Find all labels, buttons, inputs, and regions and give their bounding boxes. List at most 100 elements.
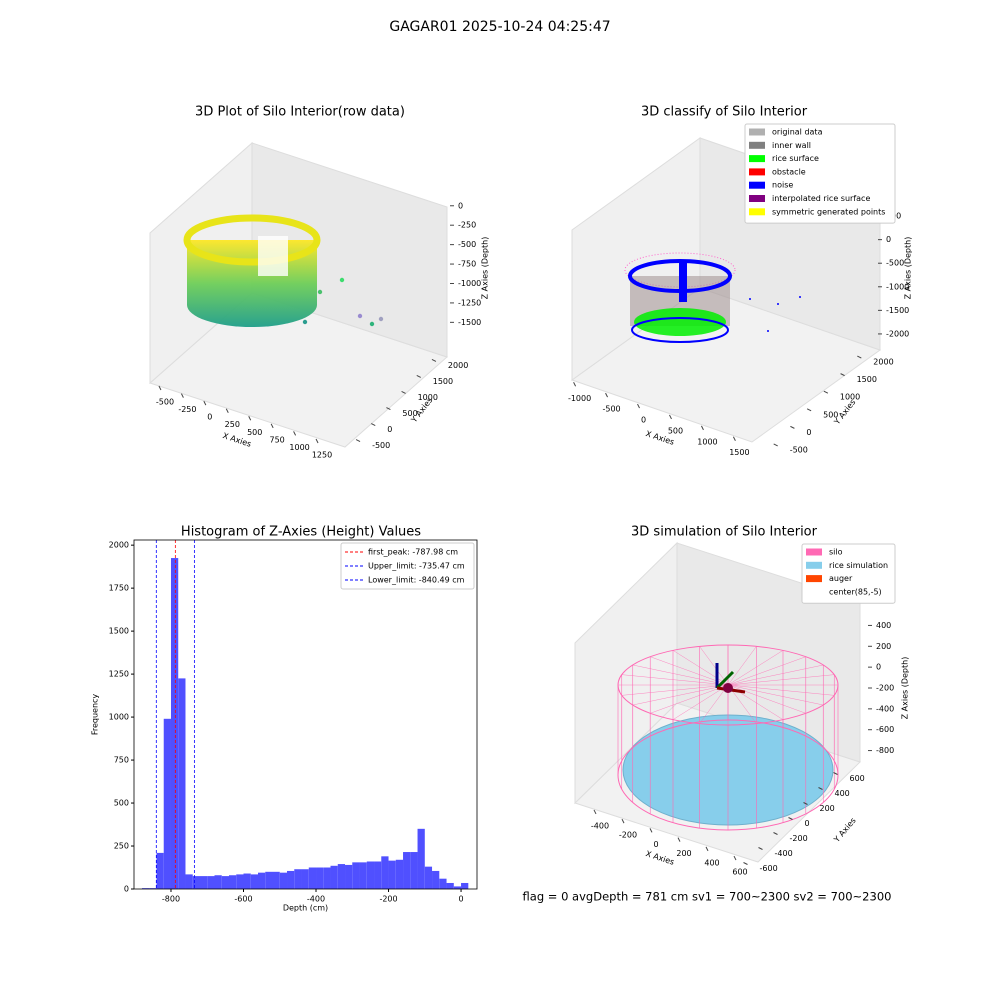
y-tick-label: 2000 <box>109 541 129 550</box>
x-tick-label: 0 <box>653 840 658 849</box>
y-tick-label: 500 <box>823 410 838 419</box>
histogram-bar <box>192 876 200 889</box>
x-tick-label: -200 <box>619 831 637 840</box>
y-tick-label: -500 <box>372 441 390 450</box>
z-axis-label: Z Axies (Depth) <box>481 237 490 300</box>
y-tick-label: 0 <box>806 428 811 437</box>
z-tick-label: 200 <box>876 642 891 651</box>
histogram-bar <box>185 874 193 889</box>
histogram-bar <box>352 862 360 889</box>
silo-spoke <box>621 684 729 696</box>
silo-spoke <box>727 684 835 696</box>
stray-point <box>339 277 345 283</box>
x-tick <box>669 414 672 420</box>
figure-title: GAGAR01 2025-10-24 04:25:47 <box>389 19 610 35</box>
x-tick-label: -400 <box>591 821 609 830</box>
x-tick-label: 600 <box>732 868 747 877</box>
y-tick <box>371 423 376 426</box>
histogram-bar <box>279 872 288 889</box>
z-tick-label: 0 <box>886 235 891 244</box>
y-tick-label: 2000 <box>873 358 893 367</box>
x-tick-label: 500 <box>668 426 683 435</box>
x-tick <box>637 403 640 409</box>
x-tick-label: -500 <box>156 398 174 407</box>
histogram-bar <box>221 876 229 889</box>
y-axis-label: Frequency <box>91 694 100 736</box>
z-tick-label: -500 <box>886 259 904 268</box>
histogram-bar <box>461 882 469 889</box>
histogram-bar <box>156 852 164 889</box>
x-tick-label: -400 <box>307 895 325 904</box>
histogram-bar <box>395 859 404 889</box>
histogram-bar <box>141 888 150 889</box>
z-tick-label: -1000 <box>886 282 909 291</box>
legend-label: center(85,-5) <box>829 587 882 596</box>
y-tick <box>803 802 808 805</box>
legend-swatch <box>749 168 765 176</box>
z-tick-label: -600 <box>876 725 894 734</box>
y-tick <box>386 407 391 410</box>
x-tick-label: -500 <box>602 405 620 414</box>
rice-surface <box>634 308 726 336</box>
y-tick-label: 2000 <box>448 361 468 370</box>
z-tick-label: -500 <box>458 240 476 249</box>
histogram-bar <box>272 871 280 889</box>
stray-point <box>378 316 384 322</box>
silo-spoke <box>672 684 729 720</box>
x-tick-label: 0 <box>641 416 646 425</box>
legend-label: symmetric generated points <box>772 207 885 216</box>
legend-swatch <box>749 208 765 216</box>
x-tick <box>733 855 737 861</box>
histogram-bar <box>301 869 309 889</box>
y-tick-label: 600 <box>850 774 865 783</box>
legend-label: inner wall <box>772 141 811 150</box>
x-tick-label: -250 <box>178 405 196 414</box>
y-tick <box>401 391 406 394</box>
x-axis-label: Depth (cm) <box>283 904 328 913</box>
y-tick <box>833 772 838 775</box>
silo-spoke <box>650 684 729 714</box>
noise-point <box>777 303 779 305</box>
silo-spoke <box>727 664 824 686</box>
histogram-bar <box>316 867 324 889</box>
stray-point <box>357 313 363 319</box>
z-axis-label: Z Axies (Depth) <box>904 237 913 300</box>
y-tick-label: -200 <box>790 834 808 843</box>
z-tick-label: -2000 <box>886 329 909 338</box>
legend-label: first_peak: -787.98 cm <box>368 548 458 557</box>
x-tick-label: 1000 <box>697 437 717 446</box>
x-tick <box>248 416 252 421</box>
z-tick-label: -800 <box>876 746 894 755</box>
silo-spoke <box>621 674 729 686</box>
x-tick <box>573 382 577 387</box>
legend-label: interpolated rice surface <box>772 194 870 203</box>
y-tick-label: 500 <box>114 799 129 808</box>
point-cloud-gap <box>258 236 288 276</box>
legend-label: Lower_limit: -840.49 cm <box>368 576 465 585</box>
y-tick-label: 1000 <box>109 713 129 722</box>
histogram-bar <box>374 861 382 889</box>
auger-y <box>715 670 735 690</box>
histogram-bar <box>381 856 389 889</box>
x-tick <box>158 385 162 391</box>
legend-label: noise <box>772 181 793 190</box>
histogram-bar <box>366 861 375 889</box>
histogram-bar <box>330 865 338 889</box>
x-tick-label: 1250 <box>312 450 332 459</box>
x-tick <box>605 392 609 398</box>
legend-label: silo <box>829 548 843 557</box>
silo-spoke <box>699 684 729 724</box>
histogram-bar <box>424 866 433 889</box>
histogram-bar <box>265 871 273 889</box>
x-tick <box>677 837 681 842</box>
x-tick-label: -600 <box>234 895 252 904</box>
status-footer: flag = 0 avgDepth = 781 cm sv1 = 700~230… <box>523 890 892 904</box>
noise-point <box>749 298 751 300</box>
x-tick-label: 0 <box>458 895 463 904</box>
x-tick <box>293 431 297 436</box>
z-tick-label: 400 <box>876 621 891 630</box>
chart-title: 3D simulation of Silo Interior <box>631 525 818 540</box>
histogram-bar <box>207 876 215 889</box>
histogram-bar <box>199 876 208 889</box>
y-tick-label: -400 <box>775 849 793 858</box>
